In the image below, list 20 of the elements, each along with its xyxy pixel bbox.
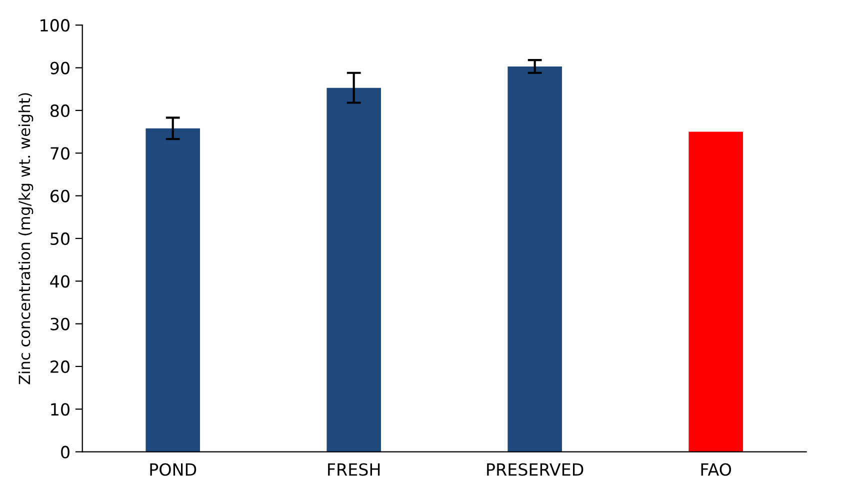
y-tick-label: 40 [50, 275, 70, 288]
y-tick-label: 20 [50, 360, 70, 374]
bar [146, 128, 200, 452]
y-axis-title: Zinc concentration (mg/kg wt. weight) [18, 93, 34, 384]
bar [688, 132, 743, 452]
x-tick-label: FAO [701, 463, 732, 476]
y-tick-label: 80 [50, 104, 70, 118]
y-tick-label: 50 [50, 232, 70, 246]
y-tick-label: 30 [50, 318, 70, 330]
y-tick-label: 100 [40, 19, 70, 32]
x-tick-label: POND [150, 463, 196, 476]
y-tick-label: 10 [51, 403, 70, 416]
bar [326, 88, 381, 452]
x-tick-label: PRESERVED [487, 463, 584, 476]
y-tick-label: 70 [50, 147, 70, 160]
y-tick-label: 0 [61, 446, 70, 458]
y-tick-label: 60 [50, 190, 70, 202]
bar [508, 66, 562, 452]
x-tick-label: FRESH [328, 463, 380, 476]
y-tick-label: 90 [50, 62, 70, 74]
